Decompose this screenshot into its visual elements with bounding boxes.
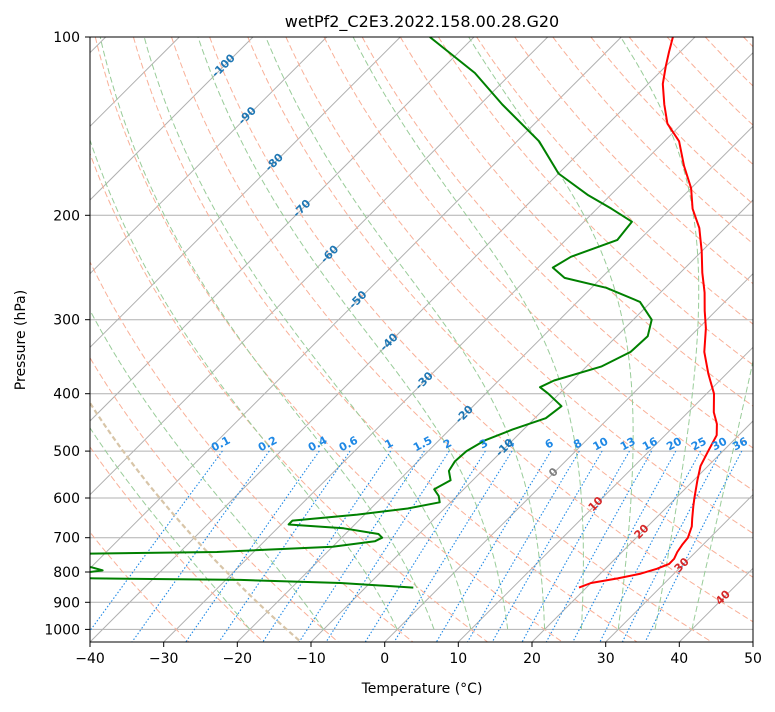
- y-tick-label: 500: [53, 444, 80, 460]
- y-tick-label: 400: [53, 387, 80, 403]
- x-axis-title: Temperature (°C): [361, 681, 483, 697]
- isotherm-line: [753, 37, 775, 642]
- x-tick-label: −20: [223, 651, 253, 667]
- y-axis-title: Pressure (hPa): [13, 290, 29, 390]
- x-tick-label: 20: [523, 651, 541, 667]
- y-tick-label: 600: [53, 491, 80, 507]
- y-tick-label: 900: [53, 595, 80, 611]
- x-tick-label: 50: [744, 651, 762, 667]
- x-tick-label: −40: [75, 651, 105, 667]
- y-tick-label: 300: [53, 313, 80, 329]
- x-tick-label: 10: [449, 651, 467, 667]
- y-tick-label: 700: [53, 531, 80, 547]
- y-tick-label: 200: [53, 208, 80, 224]
- plot-background: [90, 37, 753, 642]
- x-tick-label: 0: [380, 651, 389, 667]
- chart-title: wetPf2_C2E3.2022.158.00.28.G20: [285, 12, 559, 32]
- y-tick-label: 800: [53, 565, 80, 581]
- y-tick-label: 1000: [44, 622, 80, 638]
- y-tick-label: 100: [53, 30, 80, 46]
- x-tick-label: −10: [296, 651, 326, 667]
- x-tick-label: −30: [149, 651, 179, 667]
- x-tick-label: 30: [597, 651, 615, 667]
- x-tick-label: 40: [670, 651, 688, 667]
